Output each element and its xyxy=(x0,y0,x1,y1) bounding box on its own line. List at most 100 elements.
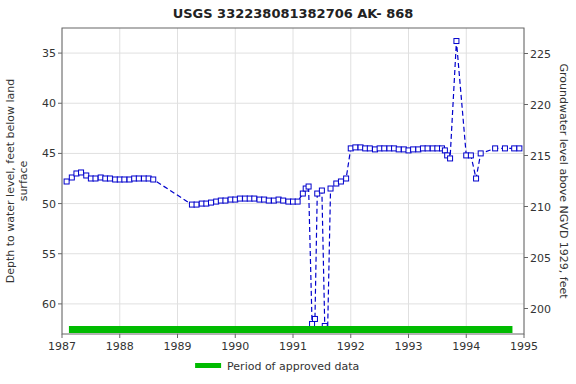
x-grid-line xyxy=(235,28,236,334)
y2-tick-label: 225 xyxy=(530,48,551,61)
data-point xyxy=(448,156,453,161)
data-point xyxy=(64,179,69,184)
y-tick xyxy=(58,203,62,204)
x-tick xyxy=(466,334,467,338)
x-tick xyxy=(119,334,120,338)
y2-tick xyxy=(524,257,528,258)
data-point xyxy=(93,176,98,181)
y-axis-label-line: surface xyxy=(17,160,30,201)
y2-tick-label: 200 xyxy=(530,303,551,316)
x-tick xyxy=(293,334,294,338)
x-tick-label: 1994 xyxy=(452,340,480,353)
y-axis-label-line: Depth to water level, feet below land xyxy=(4,79,17,284)
title: USGS 332238081382706 AK- 868 xyxy=(173,6,414,21)
data-point xyxy=(411,147,416,152)
data-point xyxy=(442,148,447,153)
data xyxy=(64,39,522,333)
y-tick-label: 60 xyxy=(42,298,56,311)
data-point xyxy=(493,146,498,151)
data-point xyxy=(478,151,483,156)
data-point xyxy=(237,196,242,201)
data-point xyxy=(136,176,141,181)
data-point xyxy=(328,186,333,191)
data-point xyxy=(306,184,311,189)
data-line xyxy=(67,41,520,329)
x-tick xyxy=(350,334,351,338)
legend-label: Period of approved data xyxy=(227,360,359,373)
data-point xyxy=(310,321,315,326)
data-point xyxy=(194,202,199,207)
y-tick-label: 45 xyxy=(42,147,56,160)
data-point xyxy=(312,316,317,321)
y2-tick xyxy=(524,104,528,105)
plot-frame xyxy=(62,28,524,334)
data-point xyxy=(107,176,112,181)
x-tick xyxy=(62,334,63,338)
y2-tick xyxy=(524,206,528,207)
x-grid-line xyxy=(350,28,351,334)
approved-period-bar xyxy=(69,326,513,333)
y2-axis-label: Groundwater level above NGVD 1929, feet xyxy=(557,63,570,299)
data-point xyxy=(300,191,305,196)
x-tick-label: 1988 xyxy=(106,340,134,353)
y-grid-line xyxy=(62,103,524,104)
data-point xyxy=(454,39,459,44)
data-point xyxy=(468,153,473,158)
y2-tick-label: 220 xyxy=(530,99,551,112)
data-point xyxy=(266,198,271,203)
legend-swatch xyxy=(195,363,221,368)
x-tick-label: 1987 xyxy=(48,340,76,353)
y-tick-label: 55 xyxy=(42,248,56,261)
x-tick xyxy=(235,334,236,338)
x-tick-label: 1991 xyxy=(279,340,307,353)
y-grid-line xyxy=(62,53,524,54)
data-point xyxy=(353,145,358,150)
x-tick-label: 1992 xyxy=(337,340,365,353)
y2-tick-label: 210 xyxy=(530,201,551,214)
y-tick xyxy=(58,153,62,154)
y2-tick xyxy=(524,308,528,309)
y-axis-label: Depth to water level, feet below landsur… xyxy=(4,79,30,284)
x-tick xyxy=(177,334,178,338)
y-tick-label: 50 xyxy=(42,198,56,211)
x-tick-label: 1995 xyxy=(510,340,538,353)
y2-tick-label: 215 xyxy=(530,150,551,163)
legend: Period of approved data xyxy=(195,360,359,373)
x-tick-label: 1990 xyxy=(221,340,249,353)
data-point xyxy=(319,188,324,193)
y-tick xyxy=(58,253,62,254)
chart: 1987198819891990199119921993199419953540… xyxy=(0,0,576,384)
y-grid-line xyxy=(62,253,524,254)
data-point xyxy=(223,198,228,203)
x-tick xyxy=(408,334,409,338)
data-point xyxy=(512,146,517,151)
data-point xyxy=(396,147,401,152)
y-tick xyxy=(58,103,62,104)
data-point xyxy=(79,170,84,175)
y2-tick xyxy=(524,53,528,54)
y2-tick-label: 205 xyxy=(530,252,551,265)
y2-tick xyxy=(524,155,528,156)
x-grid-line xyxy=(408,28,409,334)
y-tick-label: 35 xyxy=(42,47,56,60)
y-grid-line xyxy=(62,303,524,304)
data-point xyxy=(208,200,213,205)
x-tick-label: 1993 xyxy=(395,340,423,353)
x-grid-line xyxy=(466,28,467,334)
data-point xyxy=(474,176,479,181)
data-point xyxy=(502,146,507,151)
data-point xyxy=(425,146,430,151)
data-point xyxy=(344,176,349,181)
y-grid-line xyxy=(62,153,524,154)
data-point xyxy=(151,177,156,182)
data-point xyxy=(122,177,127,182)
x-grid-line xyxy=(177,28,178,334)
data-point xyxy=(382,146,387,151)
data-point xyxy=(252,196,257,201)
axes: 1987198819891990199119921993199419953540… xyxy=(42,47,551,353)
y-tick xyxy=(58,303,62,304)
y-tick xyxy=(58,53,62,54)
x-grid-line xyxy=(293,28,294,334)
data-point xyxy=(295,199,300,204)
x-tick xyxy=(524,334,525,338)
